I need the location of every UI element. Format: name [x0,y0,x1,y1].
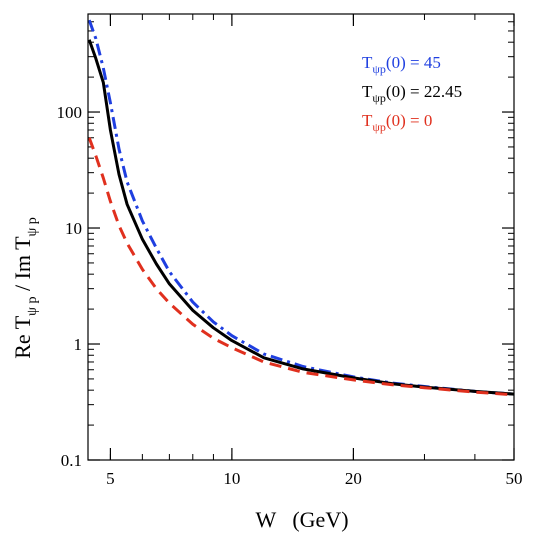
x-tick-label: 10 [223,469,240,488]
y-tick-label: 0.1 [61,451,82,470]
plot-frame [87,13,515,461]
axis-ticks [88,14,515,461]
tick-labels: 5 10 20 50 0.1 1 10 100 [57,103,523,488]
y-tick-label: 1 [74,335,83,354]
legend: Tψp(0) = 45 Tψp(0) = 22.45 Tψp(0) = 0 [362,53,462,134]
x-axis-title: W (GeV) [255,507,348,532]
y-axis-title: Re Tψ p / Im Tψ p [10,217,40,359]
y-tick-label: 10 [65,219,82,238]
series-lines [87,19,515,397]
x-tick-label: 20 [345,469,362,488]
legend-entry-2: Tψp(0) = 22.45 [362,82,462,105]
legend-entry-3: Tψp(0) = 0 [362,111,432,134]
series-line-3 [87,137,515,397]
x-tick-label: 5 [106,469,115,488]
legend-entry-1: Tψp(0) = 45 [362,53,441,76]
x-tick-label: 50 [506,469,523,488]
series-line-1 [87,19,515,396]
y-tick-label: 100 [57,103,83,122]
